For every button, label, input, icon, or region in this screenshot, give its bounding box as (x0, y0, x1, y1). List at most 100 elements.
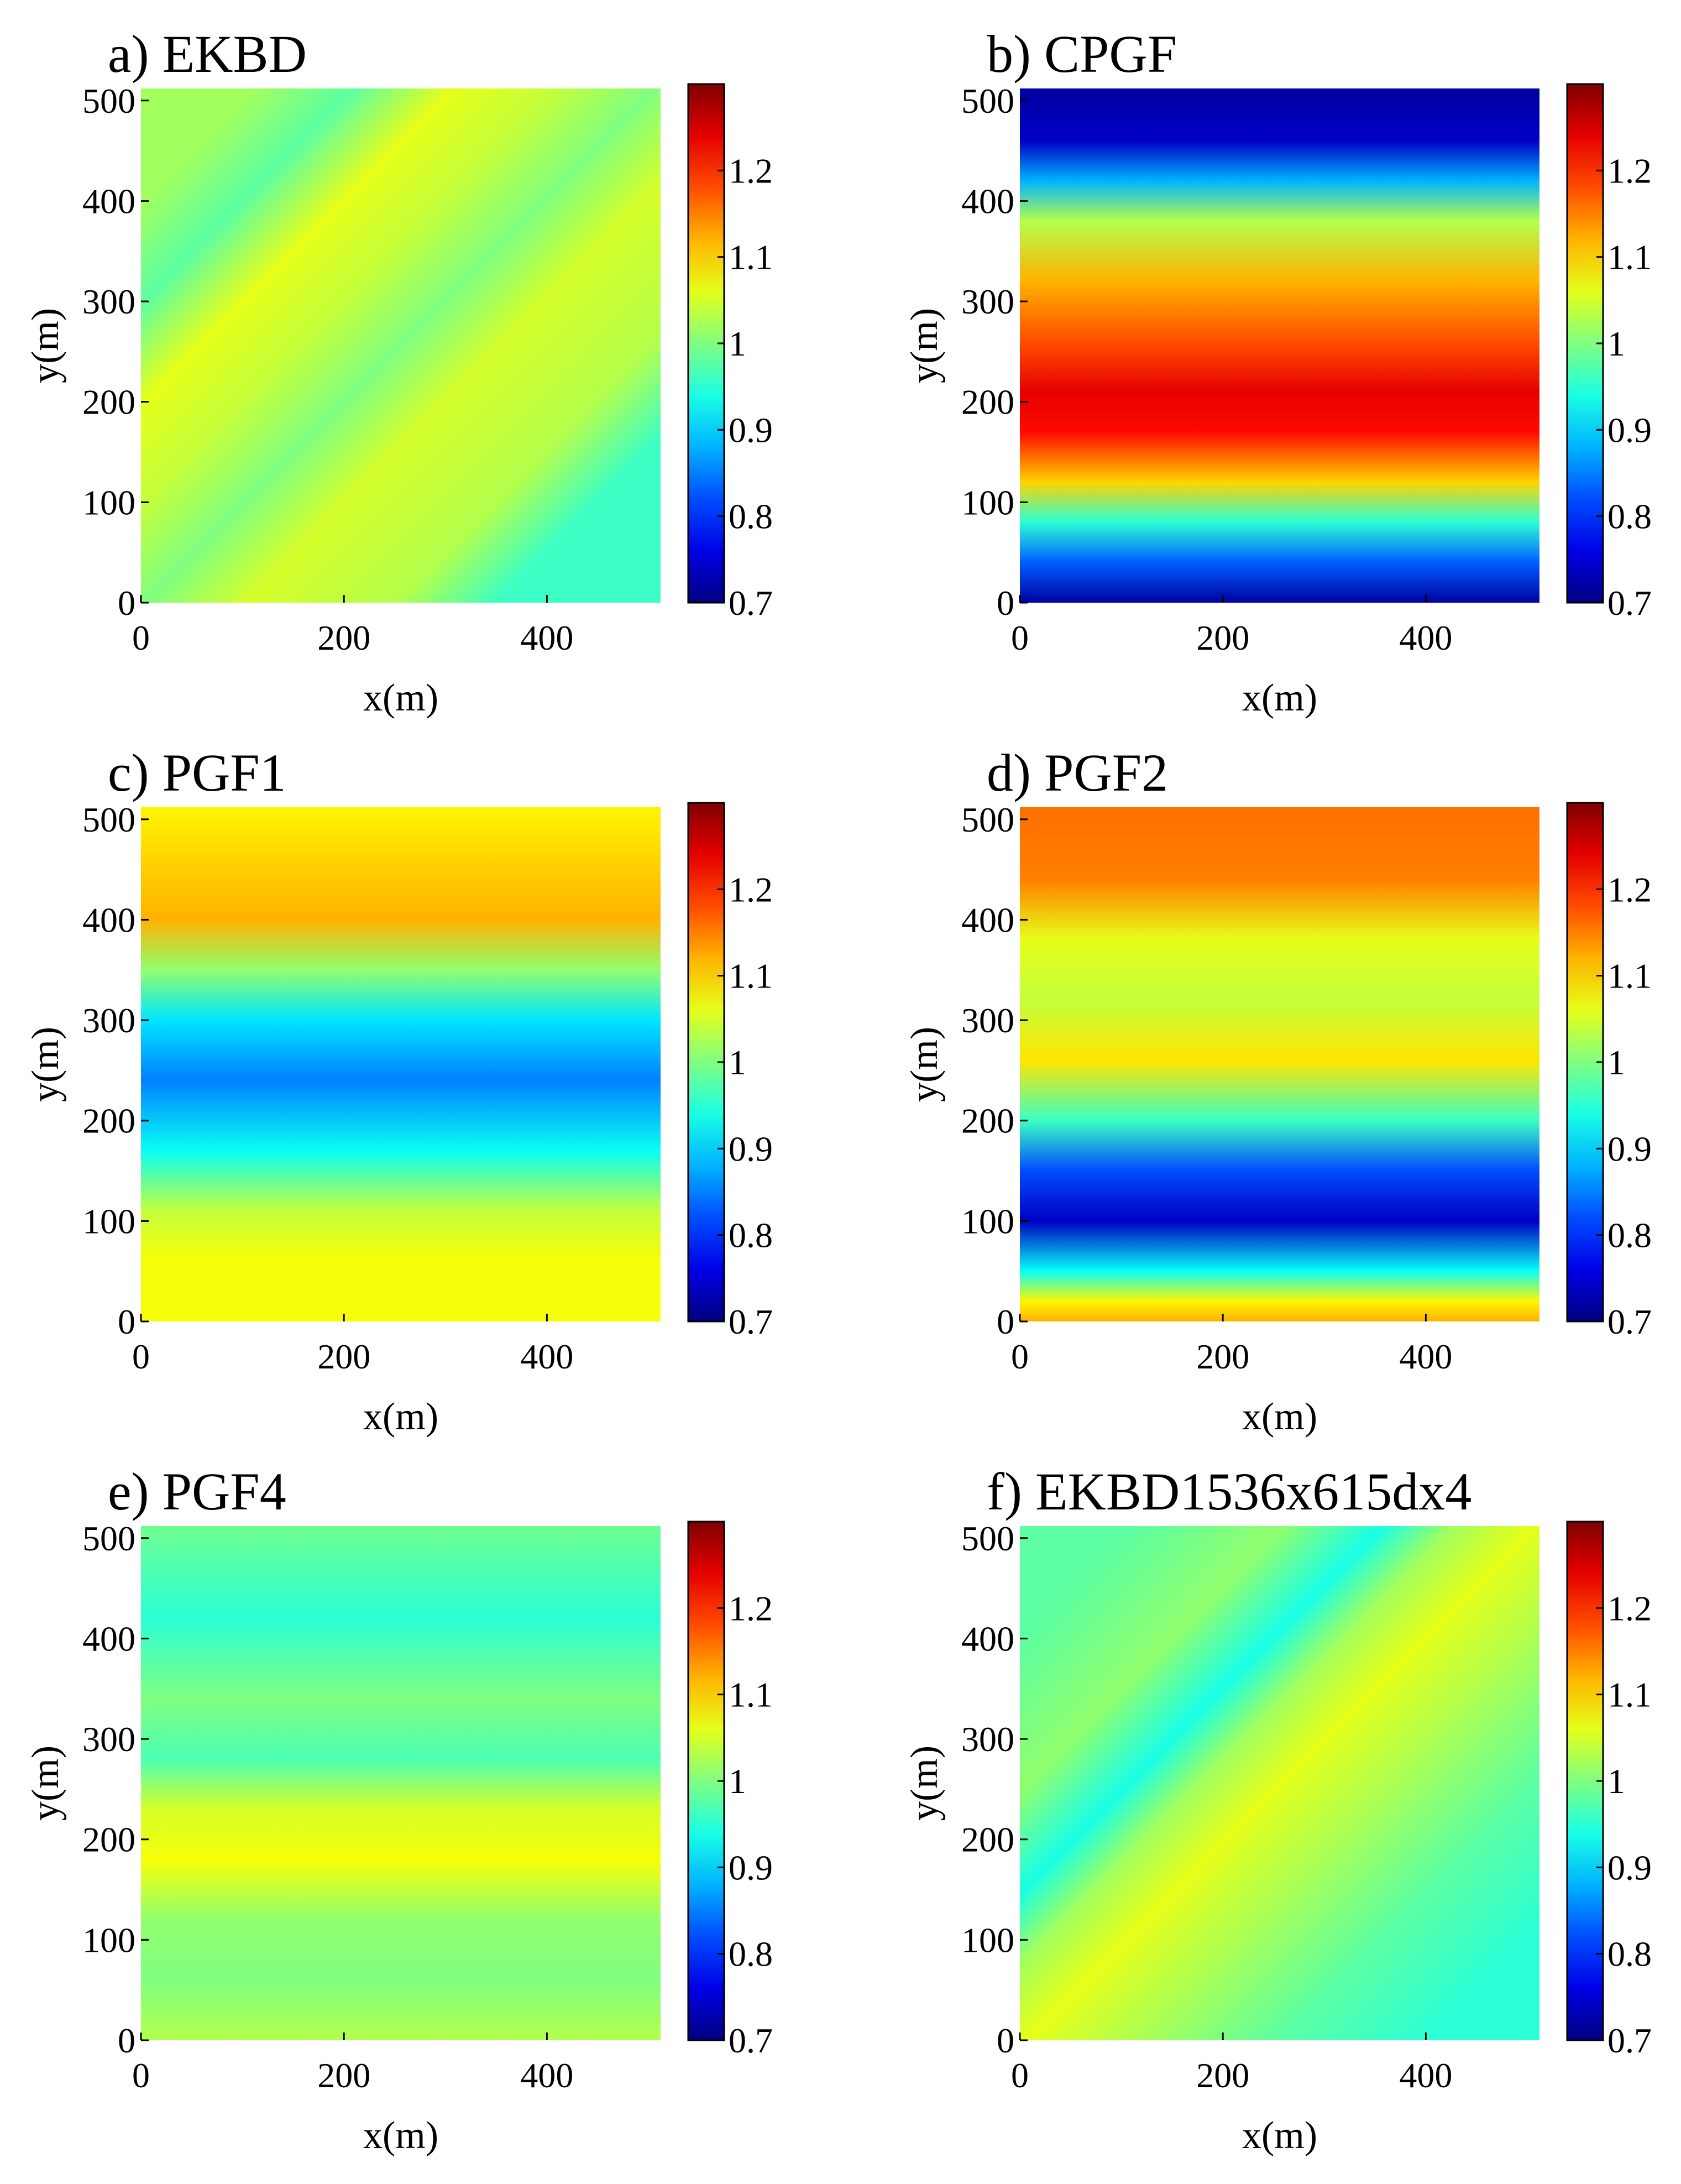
x-tick-label: 200 (1196, 618, 1249, 657)
x-axis-label: x(m) (1242, 2114, 1317, 2157)
colorbar-tick-label: 1 (1607, 1043, 1625, 1082)
y-tick-label: 0 (997, 1302, 1014, 1341)
x-axis-label: x(m) (363, 1396, 438, 1438)
y-tick-label: 400 (961, 181, 1014, 221)
colorbar-tick-label: 1.2 (729, 870, 773, 909)
panel-title: f) EKBD1536x615dx4 (987, 1462, 1471, 1521)
y-tick-label: 200 (961, 1820, 1014, 1859)
y-tick-label: 100 (961, 483, 1014, 522)
y-axis-label: y(m) (24, 1746, 67, 1821)
y-tick-label: 0 (997, 583, 1014, 623)
heatmap-field (1020, 807, 1539, 1321)
panel-title: c) PGF1 (108, 743, 286, 802)
y-tick-label: 100 (961, 1201, 1014, 1241)
colorbar-tick-label: 0.9 (1607, 1848, 1652, 1887)
colorbar-tick-label: 1.1 (729, 1675, 773, 1715)
colorbar-tick-label: 0.8 (1607, 1216, 1652, 1255)
heatmap-field (141, 807, 661, 1321)
colorbar-tick-label: 1 (729, 1043, 746, 1082)
x-tick-label: 200 (317, 2056, 370, 2095)
colorbar-tick-label: 0.8 (729, 1935, 773, 1974)
x-tick-label: 400 (520, 2056, 573, 2095)
y-tick-label: 400 (961, 1619, 1014, 1658)
colorbar-tick-label: 1.1 (1607, 238, 1652, 277)
y-tick-label: 500 (961, 1519, 1014, 1558)
colorbar-tick-label: 1.2 (1607, 1589, 1652, 1628)
x-axis-label: x(m) (1242, 1396, 1317, 1438)
x-tick-label: 200 (317, 1337, 370, 1376)
colorbar-tick-label: 0.8 (1607, 1935, 1652, 1974)
colorbar-tick-label: 0.7 (1607, 2021, 1652, 2060)
y-tick-label: 400 (961, 900, 1014, 939)
x-tick-label: 400 (1399, 618, 1452, 657)
x-axis-label: x(m) (363, 677, 438, 719)
colorbar-tick-label: 0.9 (729, 1848, 773, 1887)
y-tick-label: 100 (82, 483, 135, 522)
y-tick-label: 300 (82, 1001, 135, 1040)
y-axis-label: y(m) (24, 1027, 67, 1102)
y-tick-label: 0 (997, 2021, 1014, 2060)
y-tick-label: 100 (961, 1920, 1014, 1960)
colorbar-tick-label: 1.1 (1607, 957, 1652, 996)
heatmap-field (1020, 1526, 1539, 2040)
y-tick-label: 500 (961, 800, 1014, 839)
colorbar-tick-label: 1 (1607, 324, 1625, 363)
y-tick-label: 200 (961, 1101, 1014, 1141)
heatmap-field (141, 88, 661, 603)
colorbar-tick-label: 0.8 (729, 1216, 773, 1255)
heatmap-field (1020, 88, 1539, 603)
y-tick-label: 200 (82, 383, 135, 422)
x-tick-label: 0 (1011, 1337, 1029, 1376)
x-tick-label: 200 (1196, 1337, 1249, 1376)
colorbar-tick-label: 0.9 (1607, 1129, 1652, 1168)
colorbar-tick-label: 1 (729, 1762, 746, 1801)
x-axis-label: x(m) (363, 2114, 438, 2157)
panel-title: d) PGF2 (987, 743, 1168, 802)
x-tick-label: 0 (132, 1337, 150, 1376)
y-tick-label: 400 (82, 900, 135, 939)
colorbar-tick-label: 0.7 (1607, 1302, 1652, 1341)
y-tick-label: 200 (82, 1101, 135, 1141)
x-tick-label: 200 (1196, 2056, 1249, 2095)
panel-1: a) EKBD 0 200 400 0 100 200 300 400 500 x(m) y(m) 0.… (24, 24, 773, 719)
panel-4: d) PGF2 0 200 400 0 100 200 300 400 500 x(m) y(m) 0.… (903, 743, 1652, 1438)
colorbar-tick-label: 1.1 (1607, 1675, 1652, 1715)
y-tick-label: 0 (118, 583, 135, 623)
heatmap-field (141, 1526, 661, 2040)
x-tick-label: 0 (1011, 2056, 1029, 2095)
y-tick-label: 300 (82, 1720, 135, 1759)
colorbar-tick-label: 1 (729, 324, 746, 363)
colorbar-tick-label: 1.2 (729, 151, 773, 190)
colorbar-tick-label: 0.8 (729, 497, 773, 536)
y-axis-label: y(m) (903, 1027, 946, 1102)
panel-5: e) PGF4 0 200 400 0 100 200 300 400 500 x(m) y(m) 0.… (24, 1462, 773, 2157)
y-tick-label: 200 (961, 383, 1014, 422)
colorbar-tick-label: 0.9 (729, 1129, 773, 1168)
y-tick-label: 0 (118, 2021, 135, 2060)
colorbar-tick-label: 0.7 (1607, 583, 1652, 623)
y-tick-label: 300 (961, 282, 1014, 321)
x-tick-label: 400 (1399, 1337, 1452, 1376)
y-tick-label: 500 (82, 81, 135, 121)
y-tick-label: 300 (961, 1720, 1014, 1759)
panel-title: e) PGF4 (108, 1462, 286, 1521)
panel-title: b) CPGF (987, 24, 1177, 83)
panel-title: a) EKBD (108, 24, 307, 83)
colorbar-tick-label: 0.7 (729, 1302, 773, 1341)
x-tick-label: 400 (1399, 2056, 1452, 2095)
panel-3: c) PGF1 0 200 400 0 100 200 300 400 500 x(m) y(m) 0.… (24, 743, 773, 1438)
y-tick-label: 400 (82, 1619, 135, 1658)
x-tick-label: 0 (132, 618, 150, 657)
x-tick-label: 200 (317, 618, 370, 657)
y-tick-label: 500 (82, 1519, 135, 1558)
x-tick-label: 0 (132, 2056, 150, 2095)
y-tick-label: 500 (961, 81, 1014, 121)
colorbar-tick-label: 1.1 (729, 238, 773, 277)
x-tick-label: 400 (520, 1337, 573, 1376)
x-tick-label: 400 (520, 618, 573, 657)
colorbar-tick-label: 0.7 (729, 583, 773, 623)
x-axis-label: x(m) (1242, 677, 1317, 719)
colorbar-tick-label: 0.7 (729, 2021, 773, 2060)
y-tick-label: 500 (82, 800, 135, 839)
